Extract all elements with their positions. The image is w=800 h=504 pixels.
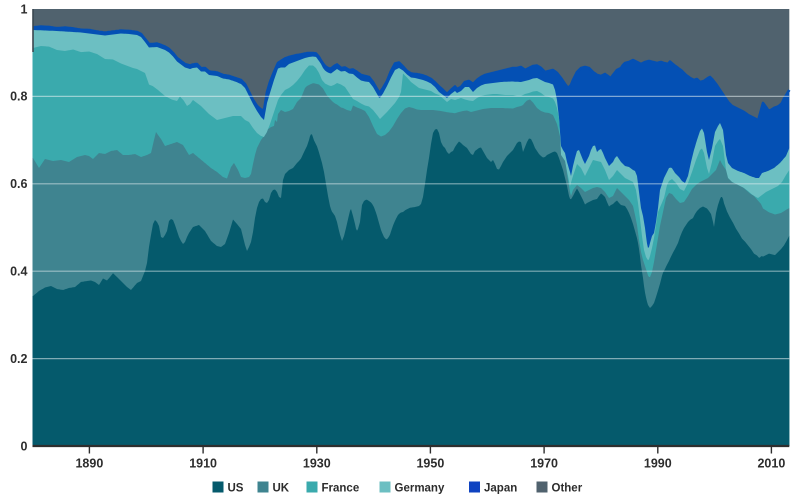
svg-text:0: 0	[21, 439, 28, 453]
svg-text:Other: Other	[552, 483, 583, 495]
svg-text:1970: 1970	[530, 457, 558, 471]
svg-text:1: 1	[21, 2, 28, 16]
svg-text:1910: 1910	[189, 457, 217, 471]
svg-text:1950: 1950	[416, 457, 444, 471]
svg-text:US: US	[228, 483, 244, 495]
svg-text:0.8: 0.8	[10, 90, 27, 104]
svg-text:1990: 1990	[644, 457, 672, 471]
svg-text:France: France	[322, 483, 360, 495]
svg-text:Japan: Japan	[484, 483, 517, 495]
svg-text:1890: 1890	[75, 457, 103, 471]
svg-text:0.6: 0.6	[10, 177, 27, 191]
svg-text:2010: 2010	[757, 457, 785, 471]
svg-text:0.2: 0.2	[10, 352, 27, 366]
svg-text:UK: UK	[273, 483, 290, 495]
svg-text:1930: 1930	[303, 457, 331, 471]
svg-text:0.4: 0.4	[10, 265, 27, 279]
svg-text:Germany: Germany	[395, 483, 445, 495]
